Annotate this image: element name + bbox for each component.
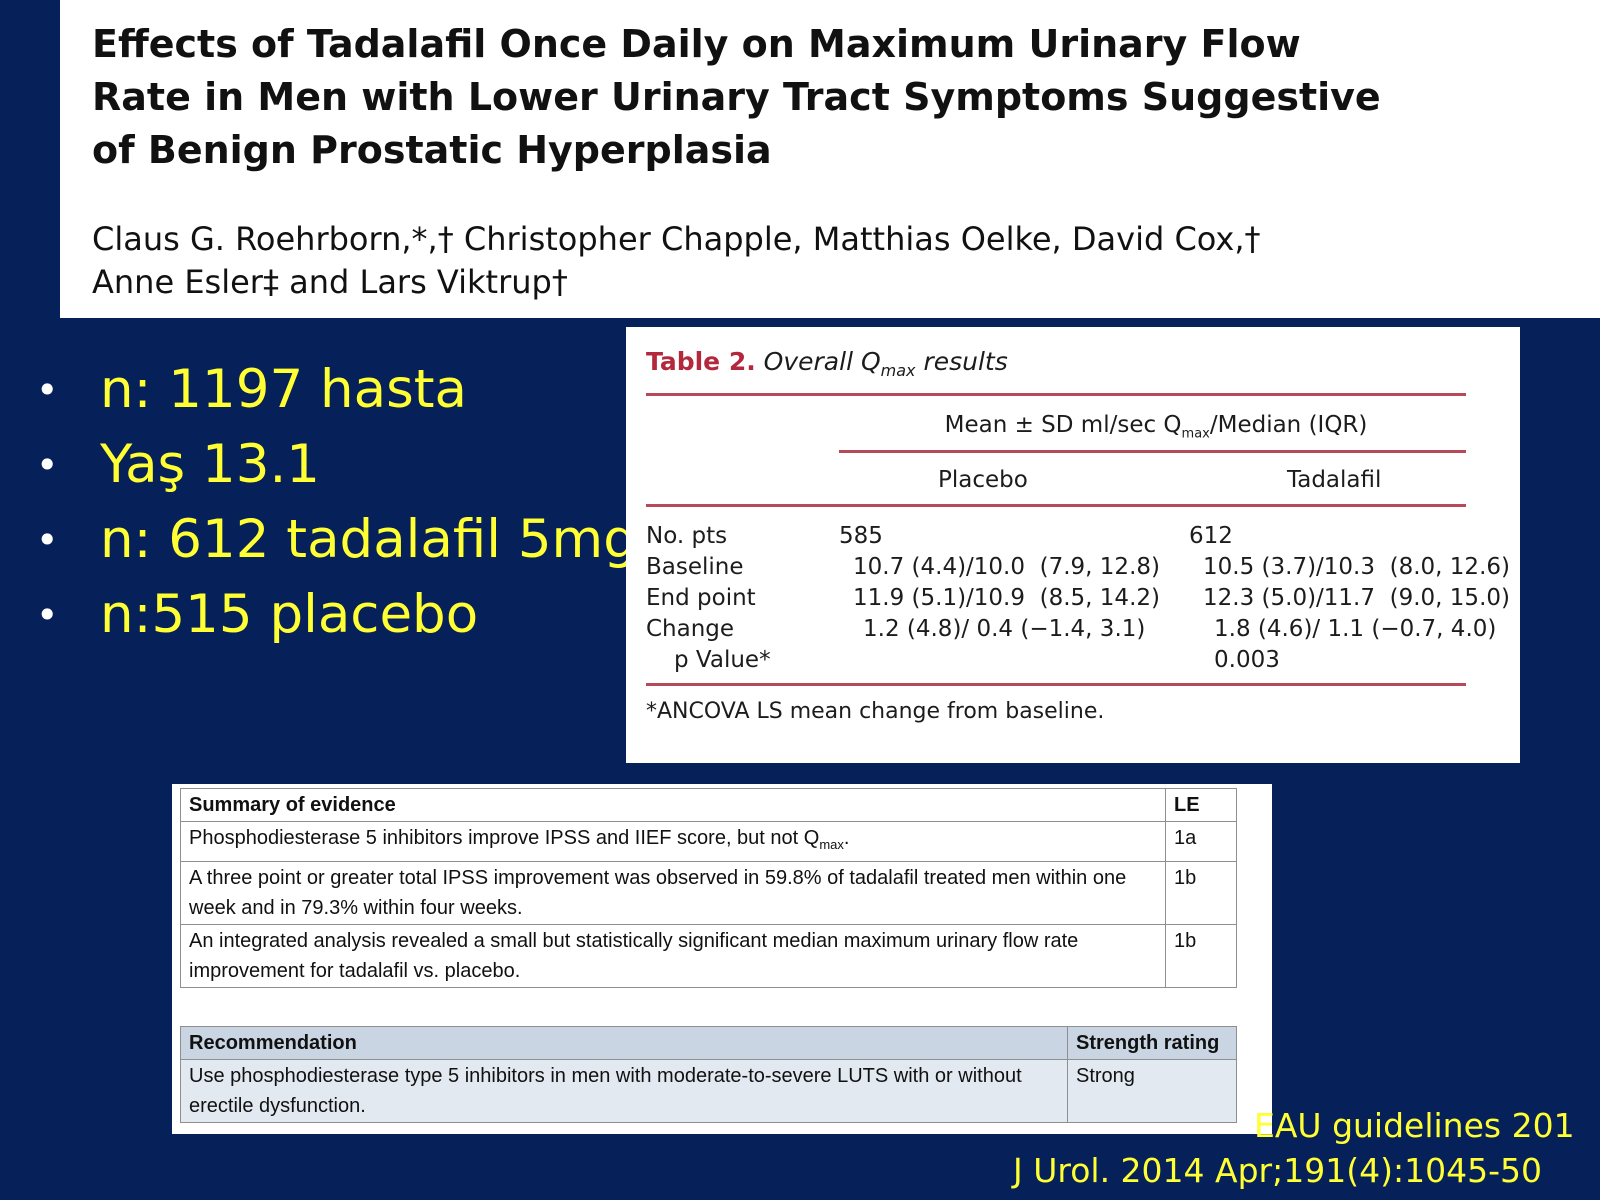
evidence-text: A three point or greater total IPSS impr… — [180, 861, 1166, 925]
tadalafil-cell: 1.8 (4.6)/ 1.1 (−0.7, 4.0) — [1214, 616, 1497, 642]
evidence-row: A three point or greater total IPSS impr… — [180, 861, 1237, 925]
rule-under-columns — [646, 504, 1466, 507]
evidence-text-main: Phosphodiesterase 5 inhibitors improve I… — [189, 827, 820, 849]
evidence-le: 1a — [1165, 821, 1237, 862]
evidence-row: Phosphodiesterase 5 inhibitors improve I… — [180, 821, 1237, 862]
tadalafil-cell: 12.3 (5.0)/11.7 (9.0, 15.0) — [1203, 585, 1510, 611]
caption-text-main: Overall Q — [763, 347, 881, 376]
bullet-item: • n:515 placebo — [36, 582, 636, 657]
evidence-text: Phosphodiesterase 5 inhibitors improve I… — [180, 821, 1166, 862]
qmax-table-panel: Table 2. Overall Qmax results Mean ± SD … — [626, 327, 1520, 763]
evidence-header-row: Summary of evidence LE — [180, 788, 1237, 822]
evidence-le: 1b — [1165, 924, 1237, 988]
bullet-text: n:515 placebo — [100, 584, 479, 645]
tadalafil-cell: 612 — [1189, 523, 1233, 549]
recommendation-row: Use phosphodiesterase type 5 inhibitors … — [180, 1059, 1237, 1123]
bullet-list: • n: 1197 hasta • Yaş 13.1 • n: 612 tadalaf… — [36, 357, 637, 657]
caption-number: Table 2. — [646, 347, 756, 376]
evidence-text-sub: max — [819, 837, 844, 852]
bullet-text: Yaş 13.1 — [100, 434, 321, 495]
reference-jurol: J Urol. 2014 Apr;191(4):1045-50 — [1013, 1151, 1542, 1190]
row-label: No. pts — [646, 523, 728, 549]
article-title: Effects of Tadalafil Once Daily on Maxim… — [92, 18, 1572, 177]
bullet-text: n: 612 tadalafil 5mg — [100, 509, 637, 570]
bullet-marker: • — [36, 443, 59, 487]
strength-header: Strength rating — [1067, 1026, 1237, 1060]
table-footnote: *ANCOVA LS mean change from baseline. — [646, 699, 1105, 724]
placebo-cell: 11.9 (5.1)/10.9 (8.5, 14.2) — [853, 585, 1160, 611]
bullet-item: • Yaş 13.1 — [36, 432, 636, 507]
unit-sub: max — [1181, 426, 1210, 442]
caption-sub: max — [880, 361, 916, 380]
article-header: Effects of Tadalafil Once Daily on Maxim… — [60, 0, 1600, 318]
column-header-tadalafil: Tadalafil — [1287, 467, 1382, 493]
bullet-item: • n: 1197 hasta — [36, 357, 636, 432]
bullet-item: • n: 612 tadalafil 5mg — [36, 507, 637, 582]
rule-under-unit — [839, 450, 1466, 453]
bullet-marker: • — [36, 368, 59, 412]
caption-suffix: results — [915, 347, 1008, 376]
table-caption: Table 2. Overall Qmax results — [646, 347, 1008, 380]
placebo-cell: 10.7 (4.4)/10.0 (7.9, 12.8) — [853, 554, 1160, 580]
tadalafil-cell: 10.5 (3.7)/10.3 (8.0, 12.6) — [1203, 554, 1510, 580]
placebo-cell: 1.2 (4.8)/ 0.4 (−1.4, 3.1) — [863, 616, 1146, 642]
rule-top — [646, 393, 1466, 396]
strength-rating: Strong — [1067, 1059, 1237, 1123]
title-line: of Benign Prostatic Hyperplasia — [92, 128, 772, 172]
recommendation-text: Use phosphodiesterase type 5 inhibitors … — [180, 1059, 1068, 1123]
tadalafil-cell: 0.003 — [1214, 647, 1280, 673]
recommendation-header-row: Recommendation Strength rating — [180, 1026, 1237, 1060]
row-label: End point — [646, 585, 756, 611]
unit-header: Mean ± SD ml/sec Qmax/Median (IQR) — [836, 412, 1476, 442]
evidence-row: An integrated analysis revealed a small … — [180, 924, 1237, 988]
title-line: Rate in Men with Lower Urinary Tract Sym… — [92, 75, 1381, 119]
recommendation-table: Recommendation Strength rating Use phosp… — [180, 1026, 1237, 1123]
bullet-text: n: 1197 hasta — [100, 359, 467, 420]
column-header-placebo: Placebo — [938, 467, 1028, 493]
article-authors: Claus G. Roehrborn,*,† Christopher Chapp… — [92, 218, 1572, 304]
evidence-table: Summary of evidence LE Phosphodiesterase… — [180, 788, 1237, 988]
unit-prefix: Mean ± SD ml/sec Q — [944, 412, 1182, 438]
unit-suffix: /Median (IQR) — [1209, 412, 1368, 438]
row-label: Baseline — [646, 554, 744, 580]
caption-text: Overall Qmax results — [763, 347, 1008, 380]
author-line: Claus G. Roehrborn,*,† Christopher Chapp… — [92, 220, 1261, 258]
title-line: Effects of Tadalafil Once Daily on Maxim… — [92, 22, 1301, 66]
evidence-le: 1b — [1165, 861, 1237, 925]
evidence-header-le: LE — [1165, 788, 1237, 822]
author-line: Anne Esler‡ and Lars Viktrup† — [92, 263, 568, 301]
evidence-text: An integrated analysis revealed a small … — [180, 924, 1166, 988]
evidence-text-tail: . — [843, 827, 850, 849]
bullet-marker: • — [36, 593, 59, 637]
row-label: Change — [646, 616, 735, 642]
bullet-marker: • — [36, 518, 59, 562]
rule-bottom — [646, 683, 1466, 686]
evidence-panel: Summary of evidence LE Phosphodiesterase… — [172, 784, 1272, 1134]
reference-eau: EAU guidelines 201 — [1254, 1106, 1575, 1145]
row-label: p Value* — [674, 647, 771, 673]
placebo-cell: 585 — [839, 523, 883, 549]
evidence-header-summary: Summary of evidence — [180, 788, 1166, 822]
recommendation-header: Recommendation — [180, 1026, 1068, 1060]
